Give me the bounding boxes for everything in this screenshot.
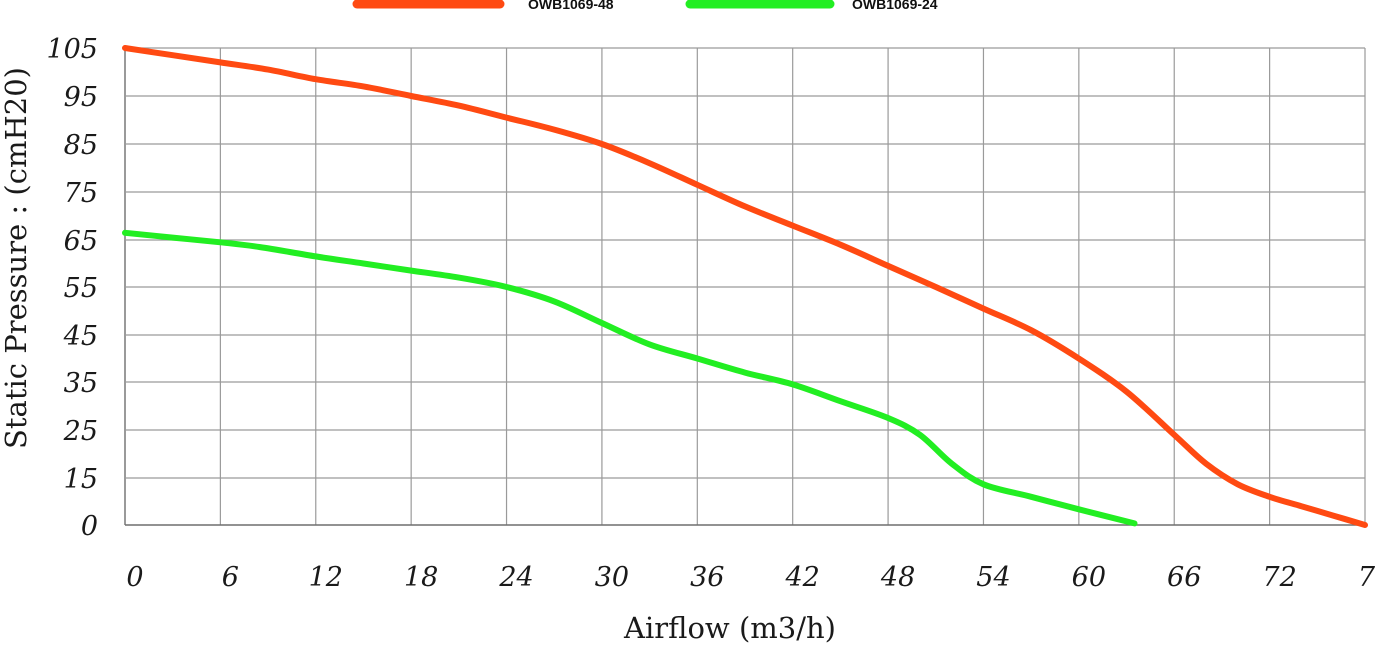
x-tick-label-30: 30 [595, 562, 629, 593]
x-tick-label-42: 42 [785, 562, 820, 593]
x-tick-label-48: 48 [880, 562, 915, 593]
legend-label-owb1069-48: OWB1069-48 [528, 0, 614, 12]
legend: OWB1069-48 OWB1069-24 [352, 0, 938, 12]
x-axis-title: Airflow (m3/h) [623, 611, 836, 645]
y-tick-label-0: 0 [81, 511, 98, 542]
y-tick-label-105: 105 [46, 34, 98, 65]
x-tick-label-72: 72 [1262, 562, 1296, 593]
series-line-owb1069-24 [122, 229, 1138, 527]
y-tick-label-75: 75 [64, 178, 98, 209]
x-tick-label-78: 78 [1358, 562, 1375, 593]
series-line-owb1069-48 [122, 45, 1368, 528]
x-tick-label-24: 24 [498, 562, 533, 593]
x-tick-label-60: 60 [1072, 562, 1106, 593]
x-tick-label-54: 54 [976, 562, 1010, 593]
x-tick-label-36: 36 [690, 562, 724, 593]
series-layer [122, 45, 1368, 528]
y-tick-label-95: 95 [64, 82, 98, 113]
legend-label-owb1069-24: OWB1069-24 [852, 0, 938, 12]
y-tick-label-55: 55 [64, 273, 98, 304]
x-tick-label-0: 0 [126, 562, 143, 593]
x-axis-tick-labels: 0 6 12 18 24 30 36 42 48 54 60 66 72 78 [126, 562, 1375, 593]
y-tick-label-15: 15 [64, 464, 98, 495]
y-tick-label-25: 25 [63, 416, 98, 447]
y-tick-label-65: 65 [64, 226, 98, 257]
y-tick-label-35: 35 [64, 368, 98, 399]
y-axis-tick-labels: 0 15 25 35 45 55 65 75 85 95 105 [46, 34, 98, 542]
x-tick-label-6: 6 [222, 562, 239, 593]
x-tick-label-18: 18 [404, 562, 438, 593]
grid [124, 47, 1366, 526]
x-tick-label-12: 12 [309, 562, 343, 593]
y-tick-label-85: 85 [64, 130, 98, 161]
x-tick-label-66: 66 [1167, 562, 1201, 593]
y-tick-label-45: 45 [63, 321, 98, 352]
y-axis-title: Static Pressure : (cmH20) [0, 67, 33, 449]
